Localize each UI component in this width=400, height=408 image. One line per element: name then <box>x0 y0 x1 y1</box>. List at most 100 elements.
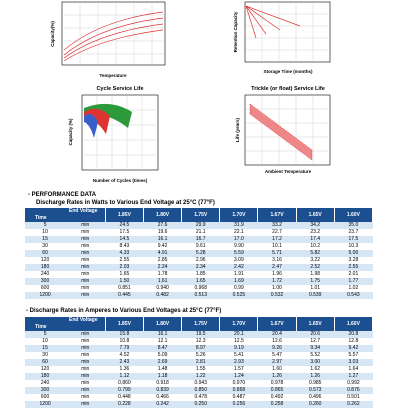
unit-cell: min <box>65 278 106 285</box>
value-cell: 0.539 <box>296 292 335 299</box>
time-cell: 30 <box>25 352 66 359</box>
time-cell: 60 <box>25 359 66 366</box>
value-cell: 1.26 <box>257 373 297 380</box>
data-table: End Voltage Time 1.85V 1.80V 1.75V 1.70V 1.67V… <box>25 208 374 299</box>
unit-cell: min <box>65 338 106 345</box>
value-cell: 2.43 <box>105 359 144 366</box>
value-cell: 10.2 <box>296 243 335 250</box>
column-header: 1.85V <box>105 208 145 222</box>
value-cell: 2.96 <box>181 257 220 264</box>
value-cell: 9.61 <box>181 243 220 250</box>
value-cell: 2.97 <box>257 359 297 366</box>
time-cell: 120 <box>25 366 66 373</box>
unit-cell: min <box>65 257 106 264</box>
corner-header: End Voltage Time <box>25 208 106 222</box>
value-cell: 9.34 <box>296 345 335 352</box>
value-cell: 9.26 <box>257 345 297 352</box>
x-axis-label: Number of Cycles (times) <box>93 178 148 183</box>
value-cell: 1.78 <box>143 271 182 278</box>
value-cell: 14.5 <box>105 236 144 243</box>
value-cell: 17.5 <box>105 229 144 236</box>
value-cell: 1.18 <box>143 373 182 380</box>
table-row: 120 min 2.55 2.85 2.96 3.09 3.16 3.22 3.28 <box>25 257 373 264</box>
value-cell: 1.69 <box>219 278 258 285</box>
unit-cell: min <box>65 292 106 299</box>
value-cell: 1.00 <box>257 285 297 292</box>
corner-top: End Voltage <box>69 317 98 323</box>
time-cell: 240 <box>25 380 66 387</box>
value-cell: 1.64 <box>334 366 373 373</box>
value-cell: 12.6 <box>257 338 297 345</box>
value-cell: 3.03 <box>334 359 373 366</box>
column-header: 1.80V <box>143 208 183 222</box>
value-cell: 10.8 <box>105 338 144 345</box>
unit-cell: min <box>65 394 106 401</box>
value-cell: 2.01 <box>334 271 373 278</box>
table-row: 15 min 14.5 16.1 16.7 17.0 17.2 17.4 17.5 <box>25 236 373 243</box>
time-cell: 180 <box>25 264 66 271</box>
value-cell: 12.1 <box>143 338 182 345</box>
value-cell: 1.65 <box>181 278 220 285</box>
value-cell: 5.71 <box>257 250 297 257</box>
value-cell: 0.501 <box>334 394 373 401</box>
time-cell: 600 <box>25 394 66 401</box>
time-cell: 300 <box>25 278 66 285</box>
table-row: 180 min 2.03 2.24 2.34 2.42 2.47 2.52 2.55 <box>25 264 373 271</box>
value-cell: 0.260 <box>296 401 335 408</box>
time-cell: 30 <box>25 243 66 250</box>
value-cell: 12.8 <box>334 338 373 345</box>
value-cell: 9.90 <box>219 243 258 250</box>
unit-cell: min <box>65 352 106 359</box>
unit-cell: min <box>65 264 106 271</box>
y-axis-label: Capacity(%) <box>50 21 55 47</box>
curves <box>63 11 164 62</box>
data-table: End Voltage Time 1.85V 1.80V 1.75V 1.70V 1.67V… <box>25 317 374 408</box>
unit-cell: min <box>65 229 106 236</box>
value-cell: 1.65 <box>105 271 144 278</box>
column-header: 1.70V <box>219 208 259 222</box>
value-cell: 4.33 <box>105 250 144 257</box>
time-cell: 1200 <box>25 292 66 299</box>
value-cell: 0.256 <box>219 401 258 408</box>
corner-bottom: Time <box>35 324 47 330</box>
table-row: 1200 min 0.445 0.482 0.513 0.525 0.532 0.539 0.5… <box>25 292 373 299</box>
value-cell: 34.2 <box>296 222 335 229</box>
chart-title: Cycle Service Life <box>96 86 143 92</box>
value-cell: 9.42 <box>143 243 182 250</box>
column-header: 1.65V <box>296 317 335 331</box>
table-row: 60 min 2.43 2.69 2.81 2.93 2.97 3.00 3.03 <box>25 359 373 366</box>
value-cell: 2.34 <box>181 264 220 271</box>
value-cell: 1.57 <box>219 366 258 373</box>
unit-cell: min <box>65 271 106 278</box>
value-cell: 1.26 <box>296 373 335 380</box>
value-cell: 0.992 <box>334 380 373 387</box>
value-cell: 17.4 <box>296 236 335 243</box>
x-axis-label: Temperature <box>100 73 127 78</box>
value-cell: 0.496 <box>296 394 335 401</box>
value-cell: 2.81 <box>181 359 220 366</box>
value-cell: 1.27 <box>334 373 373 380</box>
table-row: 300 min 1.50 1.61 1.65 1.69 1.72 1.75 1.77 <box>25 278 373 285</box>
table-row: 15 min 7.79 8.47 8.97 9.19 9.26 9.34 9.42 <box>25 345 373 352</box>
value-cell: 2.47 <box>257 264 297 271</box>
unit-cell: min <box>65 380 106 387</box>
value-cell: 1.62 <box>296 366 335 373</box>
table-row: 10 min 10.8 12.1 12.3 12.5 12.6 12.7 12.8 <box>25 338 373 345</box>
value-cell: 16.1 <box>143 331 182 338</box>
value-cell: 5.00 <box>334 250 373 257</box>
value-cell: 1.72 <box>257 278 297 285</box>
time-cell: 5 <box>25 331 66 338</box>
value-cell: 5.82 <box>296 250 335 257</box>
column-header: 1.60V <box>334 208 374 222</box>
value-cell: 2.69 <box>143 359 182 366</box>
column-header: 1.60V <box>334 317 374 331</box>
time-cell: 60 <box>25 250 66 257</box>
table-title: Discharge Rates in Watts to Various End … <box>36 200 215 206</box>
value-cell: 0.492 <box>257 394 297 401</box>
value-cell: 33.2 <box>257 222 297 229</box>
value-cell: 16.7 <box>181 236 220 243</box>
time-cell: 10 <box>25 338 66 345</box>
value-cell: 1.60 <box>257 366 297 373</box>
value-cell: 0.448 <box>105 394 144 401</box>
